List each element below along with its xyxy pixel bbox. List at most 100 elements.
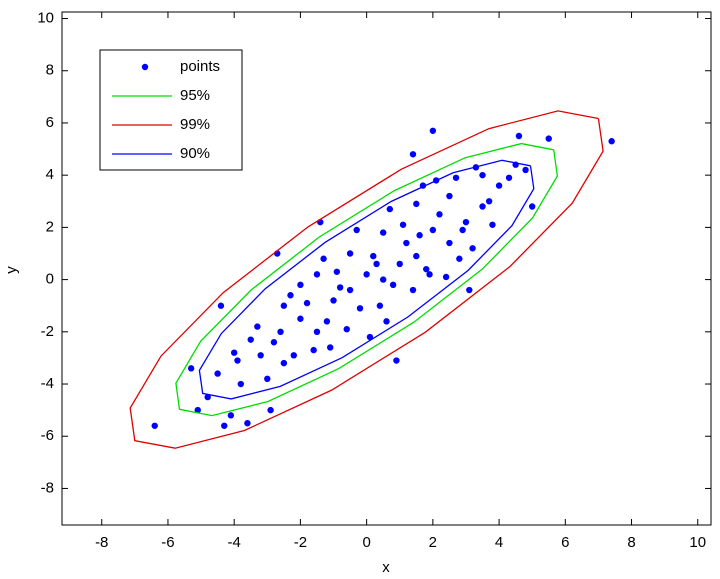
point	[254, 323, 261, 330]
point	[227, 412, 235, 419]
y-tick-label: 4	[46, 166, 54, 183]
point	[479, 203, 486, 210]
point	[393, 357, 400, 364]
point	[313, 271, 321, 278]
y-tick-label: -6	[41, 427, 54, 444]
y-tick-label: 10	[37, 9, 54, 26]
point	[194, 406, 201, 414]
point	[479, 171, 486, 179]
point	[608, 138, 615, 145]
point	[353, 226, 360, 234]
point	[370, 252, 377, 260]
point	[429, 127, 437, 134]
y-tick-label: -2	[41, 323, 54, 340]
point	[297, 281, 304, 289]
point	[446, 192, 453, 200]
point	[257, 352, 264, 359]
legend-label: 95%	[180, 87, 210, 104]
point	[416, 232, 423, 239]
point	[221, 422, 228, 429]
point	[452, 174, 460, 181]
point	[436, 211, 443, 218]
point	[290, 352, 297, 359]
point	[303, 299, 311, 307]
point	[327, 344, 334, 351]
ellipse-line	[175, 142, 559, 417]
point	[217, 302, 225, 309]
x-tick-label: -2	[294, 534, 307, 551]
x-tick-label: -6	[161, 534, 174, 551]
y-tick-label: 2	[46, 218, 54, 235]
point	[187, 365, 195, 372]
point	[270, 339, 278, 346]
point	[373, 260, 380, 268]
x-tick-label: 8	[627, 534, 635, 551]
legend-marker	[141, 63, 149, 71]
point	[522, 166, 529, 174]
point	[277, 328, 284, 336]
point	[386, 205, 394, 213]
x-tick-label: -8	[95, 534, 108, 551]
point	[426, 271, 433, 278]
legend-label: 99%	[180, 116, 210, 133]
point	[379, 276, 387, 283]
point	[466, 286, 473, 294]
point	[151, 422, 158, 429]
point	[403, 239, 410, 247]
point	[399, 221, 407, 228]
point	[459, 226, 466, 234]
point	[366, 333, 374, 341]
point	[323, 318, 331, 325]
point	[485, 198, 493, 205]
point	[247, 336, 254, 343]
x-tick-label: 6	[561, 534, 569, 551]
point	[409, 286, 417, 294]
point	[456, 255, 463, 262]
point	[423, 265, 430, 273]
point	[333, 268, 341, 275]
point	[389, 281, 397, 289]
point	[545, 135, 552, 142]
ellipse-line	[129, 110, 604, 449]
y-tick-label: 8	[46, 62, 54, 79]
point	[489, 221, 496, 228]
x-tick-label: 2	[429, 534, 437, 551]
legend-label: 90%	[180, 145, 210, 162]
point	[346, 286, 354, 294]
point	[409, 151, 417, 158]
point	[297, 315, 304, 322]
y-tick-label: -8	[41, 479, 54, 496]
point	[267, 406, 274, 414]
y-tick-label: 6	[46, 114, 54, 131]
point	[204, 393, 211, 401]
point	[214, 370, 221, 377]
point	[346, 250, 354, 257]
point	[313, 328, 321, 336]
point	[244, 419, 251, 427]
point	[396, 260, 403, 268]
point	[280, 302, 288, 309]
point	[230, 349, 238, 356]
point	[505, 174, 513, 181]
y-tick-label: 0	[46, 271, 54, 288]
point	[363, 271, 370, 278]
point	[469, 245, 476, 252]
point	[336, 284, 344, 291]
point	[237, 380, 245, 388]
x-tick-label: -4	[228, 534, 241, 551]
x-axis-label: x	[382, 559, 390, 576]
x-tick-label: 0	[362, 534, 370, 551]
x-tick-label: 4	[495, 534, 503, 551]
point	[320, 255, 327, 262]
ellipse-line	[198, 159, 535, 400]
point	[413, 200, 420, 208]
y-axis-label: y	[3, 266, 20, 274]
point	[383, 318, 390, 325]
point	[234, 357, 241, 364]
legend-box	[99, 49, 243, 171]
x-tick-label: 10	[689, 534, 706, 551]
point	[330, 297, 337, 304]
point	[515, 132, 523, 140]
point	[442, 273, 450, 281]
point	[495, 182, 503, 189]
